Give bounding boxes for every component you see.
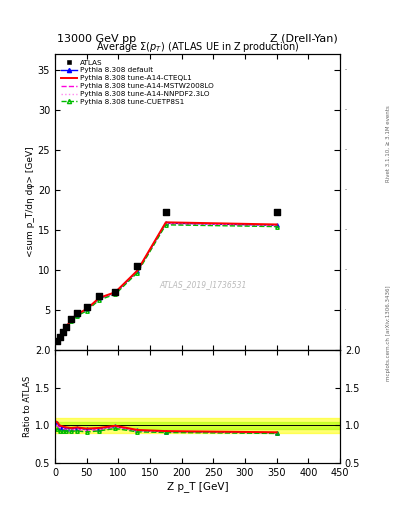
Text: Z (Drell-Yan): Z (Drell-Yan) bbox=[270, 33, 338, 44]
Text: Rivet 3.1.10, ≥ 3.1M events: Rivet 3.1.10, ≥ 3.1M events bbox=[386, 105, 391, 182]
Legend: ATLAS, Pythia 8.308 default, Pythia 8.308 tune-A14-CTEQL1, Pythia 8.308 tune-A14: ATLAS, Pythia 8.308 default, Pythia 8.30… bbox=[59, 57, 215, 107]
Point bbox=[112, 288, 118, 296]
Point bbox=[63, 323, 69, 331]
Point bbox=[84, 303, 90, 311]
Point bbox=[163, 208, 169, 216]
Y-axis label: <sum p_T/dη dφ> [GeV]: <sum p_T/dη dφ> [GeV] bbox=[26, 146, 35, 257]
Point bbox=[60, 328, 66, 336]
Point bbox=[74, 309, 80, 317]
Point bbox=[53, 337, 60, 345]
Point bbox=[134, 262, 140, 270]
Text: ATLAS_2019_I1736531: ATLAS_2019_I1736531 bbox=[160, 280, 247, 289]
Text: mcplots.cern.ch [arXiv:1306.3436]: mcplots.cern.ch [arXiv:1306.3436] bbox=[386, 285, 391, 380]
Bar bbox=[55, 418, 340, 433]
Point bbox=[274, 208, 280, 216]
X-axis label: Z p_T [GeV]: Z p_T [GeV] bbox=[167, 481, 228, 492]
Point bbox=[96, 292, 103, 300]
Y-axis label: Ratio to ATLAS: Ratio to ATLAS bbox=[23, 376, 32, 437]
Text: 13000 GeV pp: 13000 GeV pp bbox=[57, 33, 136, 44]
Point bbox=[68, 315, 74, 323]
Bar bbox=[55, 422, 340, 429]
Title: Average $\Sigma(p_T)$ (ATLAS UE in Z production): Average $\Sigma(p_T)$ (ATLAS UE in Z pro… bbox=[96, 39, 299, 54]
Point bbox=[57, 333, 63, 342]
